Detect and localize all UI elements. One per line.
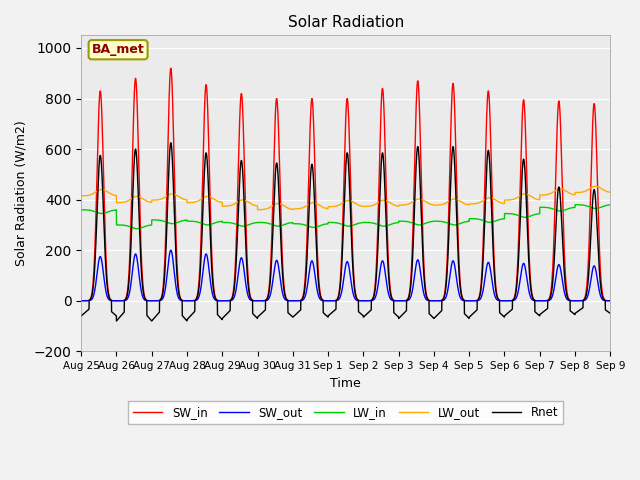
LW_in <box>479 217 487 223</box>
X-axis label: Time: Time <box>330 377 361 390</box>
LW_in <box>464 218 472 224</box>
SW_out <box>328 298 335 304</box>
Rnet <box>328 310 335 316</box>
LW_in <box>607 202 614 208</box>
SW_in <box>464 298 472 304</box>
LW_out <box>584 187 592 192</box>
LW_out <box>479 198 487 204</box>
Line: SW_out: SW_out <box>81 250 611 301</box>
LW_in <box>257 219 265 225</box>
LW_out <box>464 202 472 208</box>
LW_out <box>257 207 265 213</box>
SW_out <box>584 292 592 298</box>
Text: BA_met: BA_met <box>92 43 145 56</box>
SW_in <box>479 247 487 252</box>
Line: Rnet: Rnet <box>81 143 611 321</box>
Y-axis label: Solar Radiation (W/m2): Solar Radiation (W/m2) <box>15 120 28 266</box>
SW_out <box>479 288 487 294</box>
Rnet <box>584 278 592 284</box>
Rnet <box>464 314 472 320</box>
SW_out <box>578 298 586 304</box>
LW_out <box>328 204 335 209</box>
LW_out <box>607 190 614 195</box>
LW_out <box>253 207 261 213</box>
Title: Solar Radiation: Solar Radiation <box>287 15 404 30</box>
LW_in <box>584 204 592 209</box>
SW_out <box>464 298 472 304</box>
LW_out <box>578 189 586 195</box>
LW_in <box>578 202 586 208</box>
SW_out <box>167 247 175 253</box>
Rnet <box>607 311 614 316</box>
Rnet <box>257 311 265 317</box>
Rnet <box>167 140 175 145</box>
Line: LW_in: LW_in <box>81 204 611 228</box>
SW_out <box>607 298 614 304</box>
SW_in <box>328 298 335 304</box>
SW_in <box>572 298 579 304</box>
SW_in <box>607 298 614 304</box>
Legend: SW_in, SW_out, LW_in, LW_out, Rnet: SW_in, SW_out, LW_in, LW_out, Rnet <box>128 401 563 424</box>
SW_out <box>257 298 265 304</box>
SW_in <box>77 298 85 304</box>
Line: LW_out: LW_out <box>81 186 611 210</box>
LW_out <box>592 183 600 189</box>
SW_out <box>572 298 579 304</box>
LW_in <box>572 202 579 207</box>
Line: SW_in: SW_in <box>81 68 611 301</box>
SW_in <box>257 298 265 304</box>
SW_out <box>77 298 85 304</box>
LW_in <box>77 207 85 213</box>
LW_out <box>77 193 85 199</box>
SW_in <box>167 65 175 71</box>
Rnet <box>578 306 586 312</box>
SW_in <box>578 298 586 303</box>
LW_in <box>328 219 335 225</box>
Rnet <box>77 313 85 319</box>
LW_in <box>133 226 141 231</box>
Rnet <box>113 318 120 324</box>
SW_in <box>584 263 592 269</box>
Rnet <box>479 260 487 265</box>
